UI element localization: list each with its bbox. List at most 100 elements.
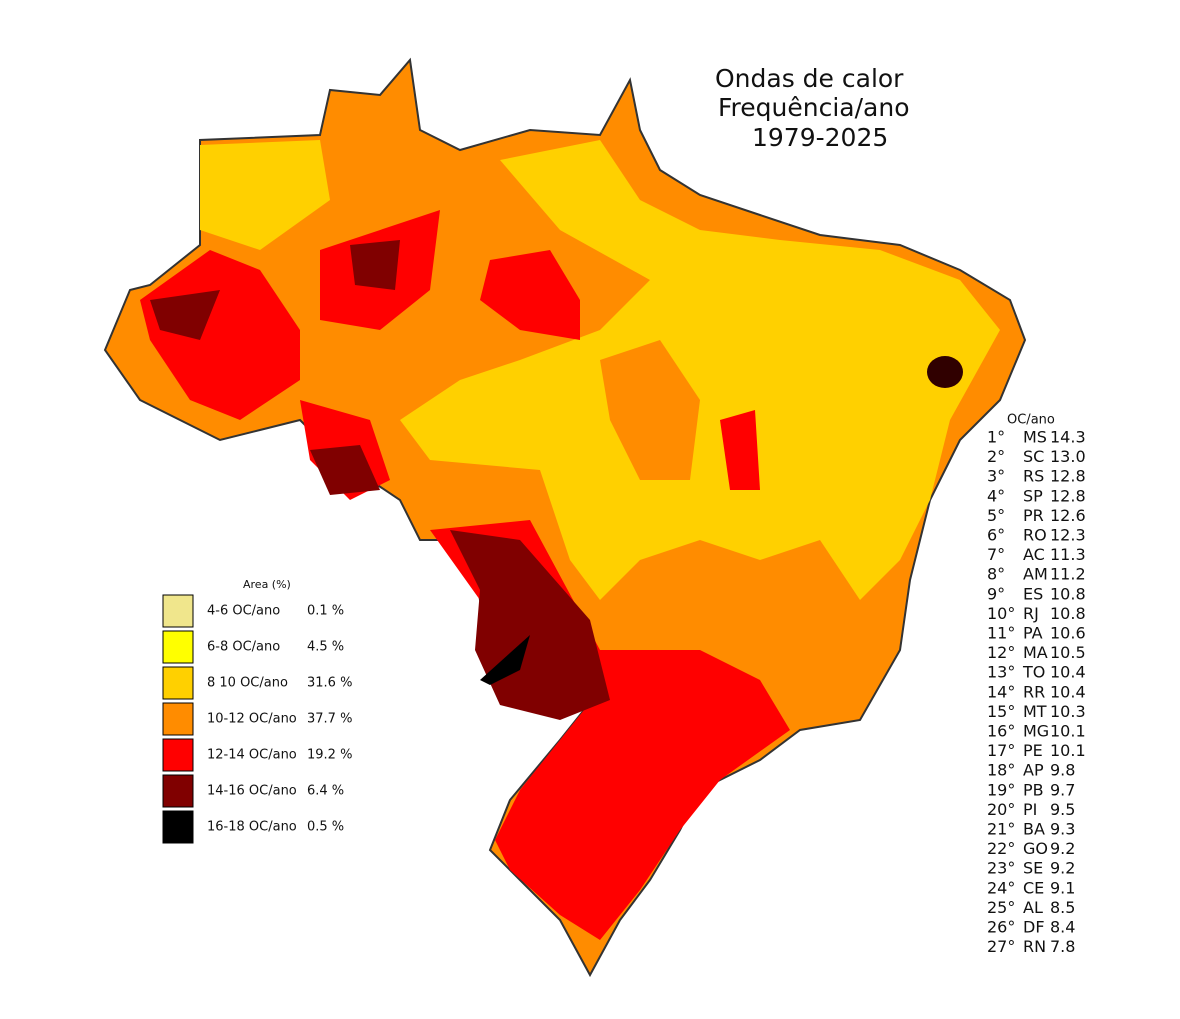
state-value: 12.8 (1050, 486, 1086, 505)
state-value: 10.1 (1050, 741, 1086, 760)
legend-range: 8 10 OC/ano (207, 676, 288, 691)
rank: 6° (987, 526, 1005, 545)
legend-swatch (162, 810, 194, 844)
state-value: 10.8 (1050, 604, 1086, 623)
state-value: 10.6 (1050, 624, 1086, 643)
state: AC (1023, 545, 1045, 564)
rank: 21° (987, 820, 1015, 839)
state-value: 9.1 (1050, 878, 1075, 897)
state-value: 12.3 (1050, 526, 1086, 545)
legend-area: 4.5 % (307, 640, 344, 655)
state: RJ (1023, 604, 1039, 623)
rank: 23° (987, 859, 1015, 878)
region-black (927, 356, 963, 388)
state: ES (1023, 584, 1043, 603)
legend-area: 0.1 % (307, 604, 344, 619)
state: GO (1023, 839, 1048, 858)
state: SP (1023, 486, 1043, 505)
legend-range: 10-12 OC/ano (207, 712, 297, 727)
rank: 17° (987, 741, 1015, 760)
legend-area: 6.4 % (307, 784, 344, 799)
rank: 20° (987, 800, 1015, 819)
rank: 14° (987, 682, 1015, 701)
region-red (140, 250, 300, 420)
legend-swatch (162, 630, 194, 664)
rank: 22° (987, 839, 1015, 858)
state-value: 10.8 (1050, 584, 1086, 603)
region-darkred (350, 240, 400, 290)
title-line: Frequência/ano (718, 93, 910, 122)
legend-swatch (162, 594, 194, 628)
legend-range: 16-18 OC/ano (207, 820, 297, 835)
state: TO (1022, 663, 1045, 682)
state: PR (1023, 506, 1044, 525)
state-value: 9.3 (1050, 820, 1075, 839)
legend-area: 0.5 % (307, 820, 344, 835)
rank: 13° (987, 663, 1015, 682)
region-black (480, 635, 530, 685)
state-value: 9.2 (1050, 839, 1075, 858)
state-value: 11.2 (1050, 565, 1086, 584)
region-red (480, 250, 580, 340)
legend-area: 37.7 % (307, 712, 352, 727)
state: MS (1023, 428, 1047, 447)
state-value: 9.2 (1050, 859, 1075, 878)
rank: 12° (987, 643, 1015, 662)
state-value: 10.1 (1050, 722, 1086, 741)
legend-range: 14-16 OC/ano (207, 784, 297, 799)
region-yellow (200, 140, 330, 250)
legend-swatch (162, 702, 194, 736)
state-value: 12.6 (1050, 506, 1086, 525)
state: MG (1023, 722, 1049, 741)
region-red (430, 520, 790, 940)
state: RO (1023, 526, 1047, 545)
rank: 7° (987, 545, 1005, 564)
state: MA (1023, 643, 1048, 662)
state: MT (1023, 702, 1047, 721)
title-line: 1979-2025 (752, 123, 888, 152)
rank: 10° (987, 604, 1015, 623)
state: PB (1023, 780, 1044, 799)
state: RR (1023, 682, 1045, 701)
state-value: 9.7 (1050, 780, 1075, 799)
state-value: 8.4 (1050, 918, 1075, 937)
rank: 8° (987, 565, 1005, 584)
rank: 18° (987, 761, 1015, 780)
legend-area: 19.2 % (307, 748, 352, 763)
legend-swatch (162, 774, 194, 808)
rank: 26° (987, 918, 1015, 937)
state: BA (1023, 820, 1045, 839)
rank: 3° (987, 467, 1005, 486)
state: PA (1023, 624, 1043, 643)
state: DF (1023, 918, 1045, 937)
state-value: 12.8 (1050, 467, 1086, 486)
rank: 15° (987, 702, 1015, 721)
state: SE (1023, 859, 1043, 878)
rank: 27° (987, 937, 1015, 956)
region-darkred (150, 290, 220, 340)
state-value: 11.3 (1050, 545, 1086, 564)
ranking-header: OC/ano (1007, 413, 1055, 428)
state-value: 14.3 (1050, 428, 1086, 447)
state-value: 13.0 (1050, 447, 1086, 466)
state: PI (1023, 800, 1037, 819)
region-darkred (310, 445, 380, 495)
state: RN (1023, 937, 1046, 956)
legend-swatch (162, 666, 194, 700)
legend-range: 6-8 OC/ano (207, 640, 280, 655)
legend-area: 31.6 % (307, 676, 352, 691)
state-value: 10.5 (1050, 643, 1086, 662)
region-orange (600, 340, 700, 480)
rank: 9° (987, 584, 1005, 603)
title-line: Ondas de calor (715, 64, 904, 93)
rank: 5° (987, 506, 1005, 525)
region-yellow (400, 140, 1000, 600)
state: AM (1023, 565, 1048, 584)
legend-range: 12-14 OC/ano (207, 748, 297, 763)
state: SC (1023, 447, 1044, 466)
rank: 2° (987, 447, 1005, 466)
state: RS (1023, 467, 1044, 486)
state-value: 10.4 (1050, 663, 1086, 682)
